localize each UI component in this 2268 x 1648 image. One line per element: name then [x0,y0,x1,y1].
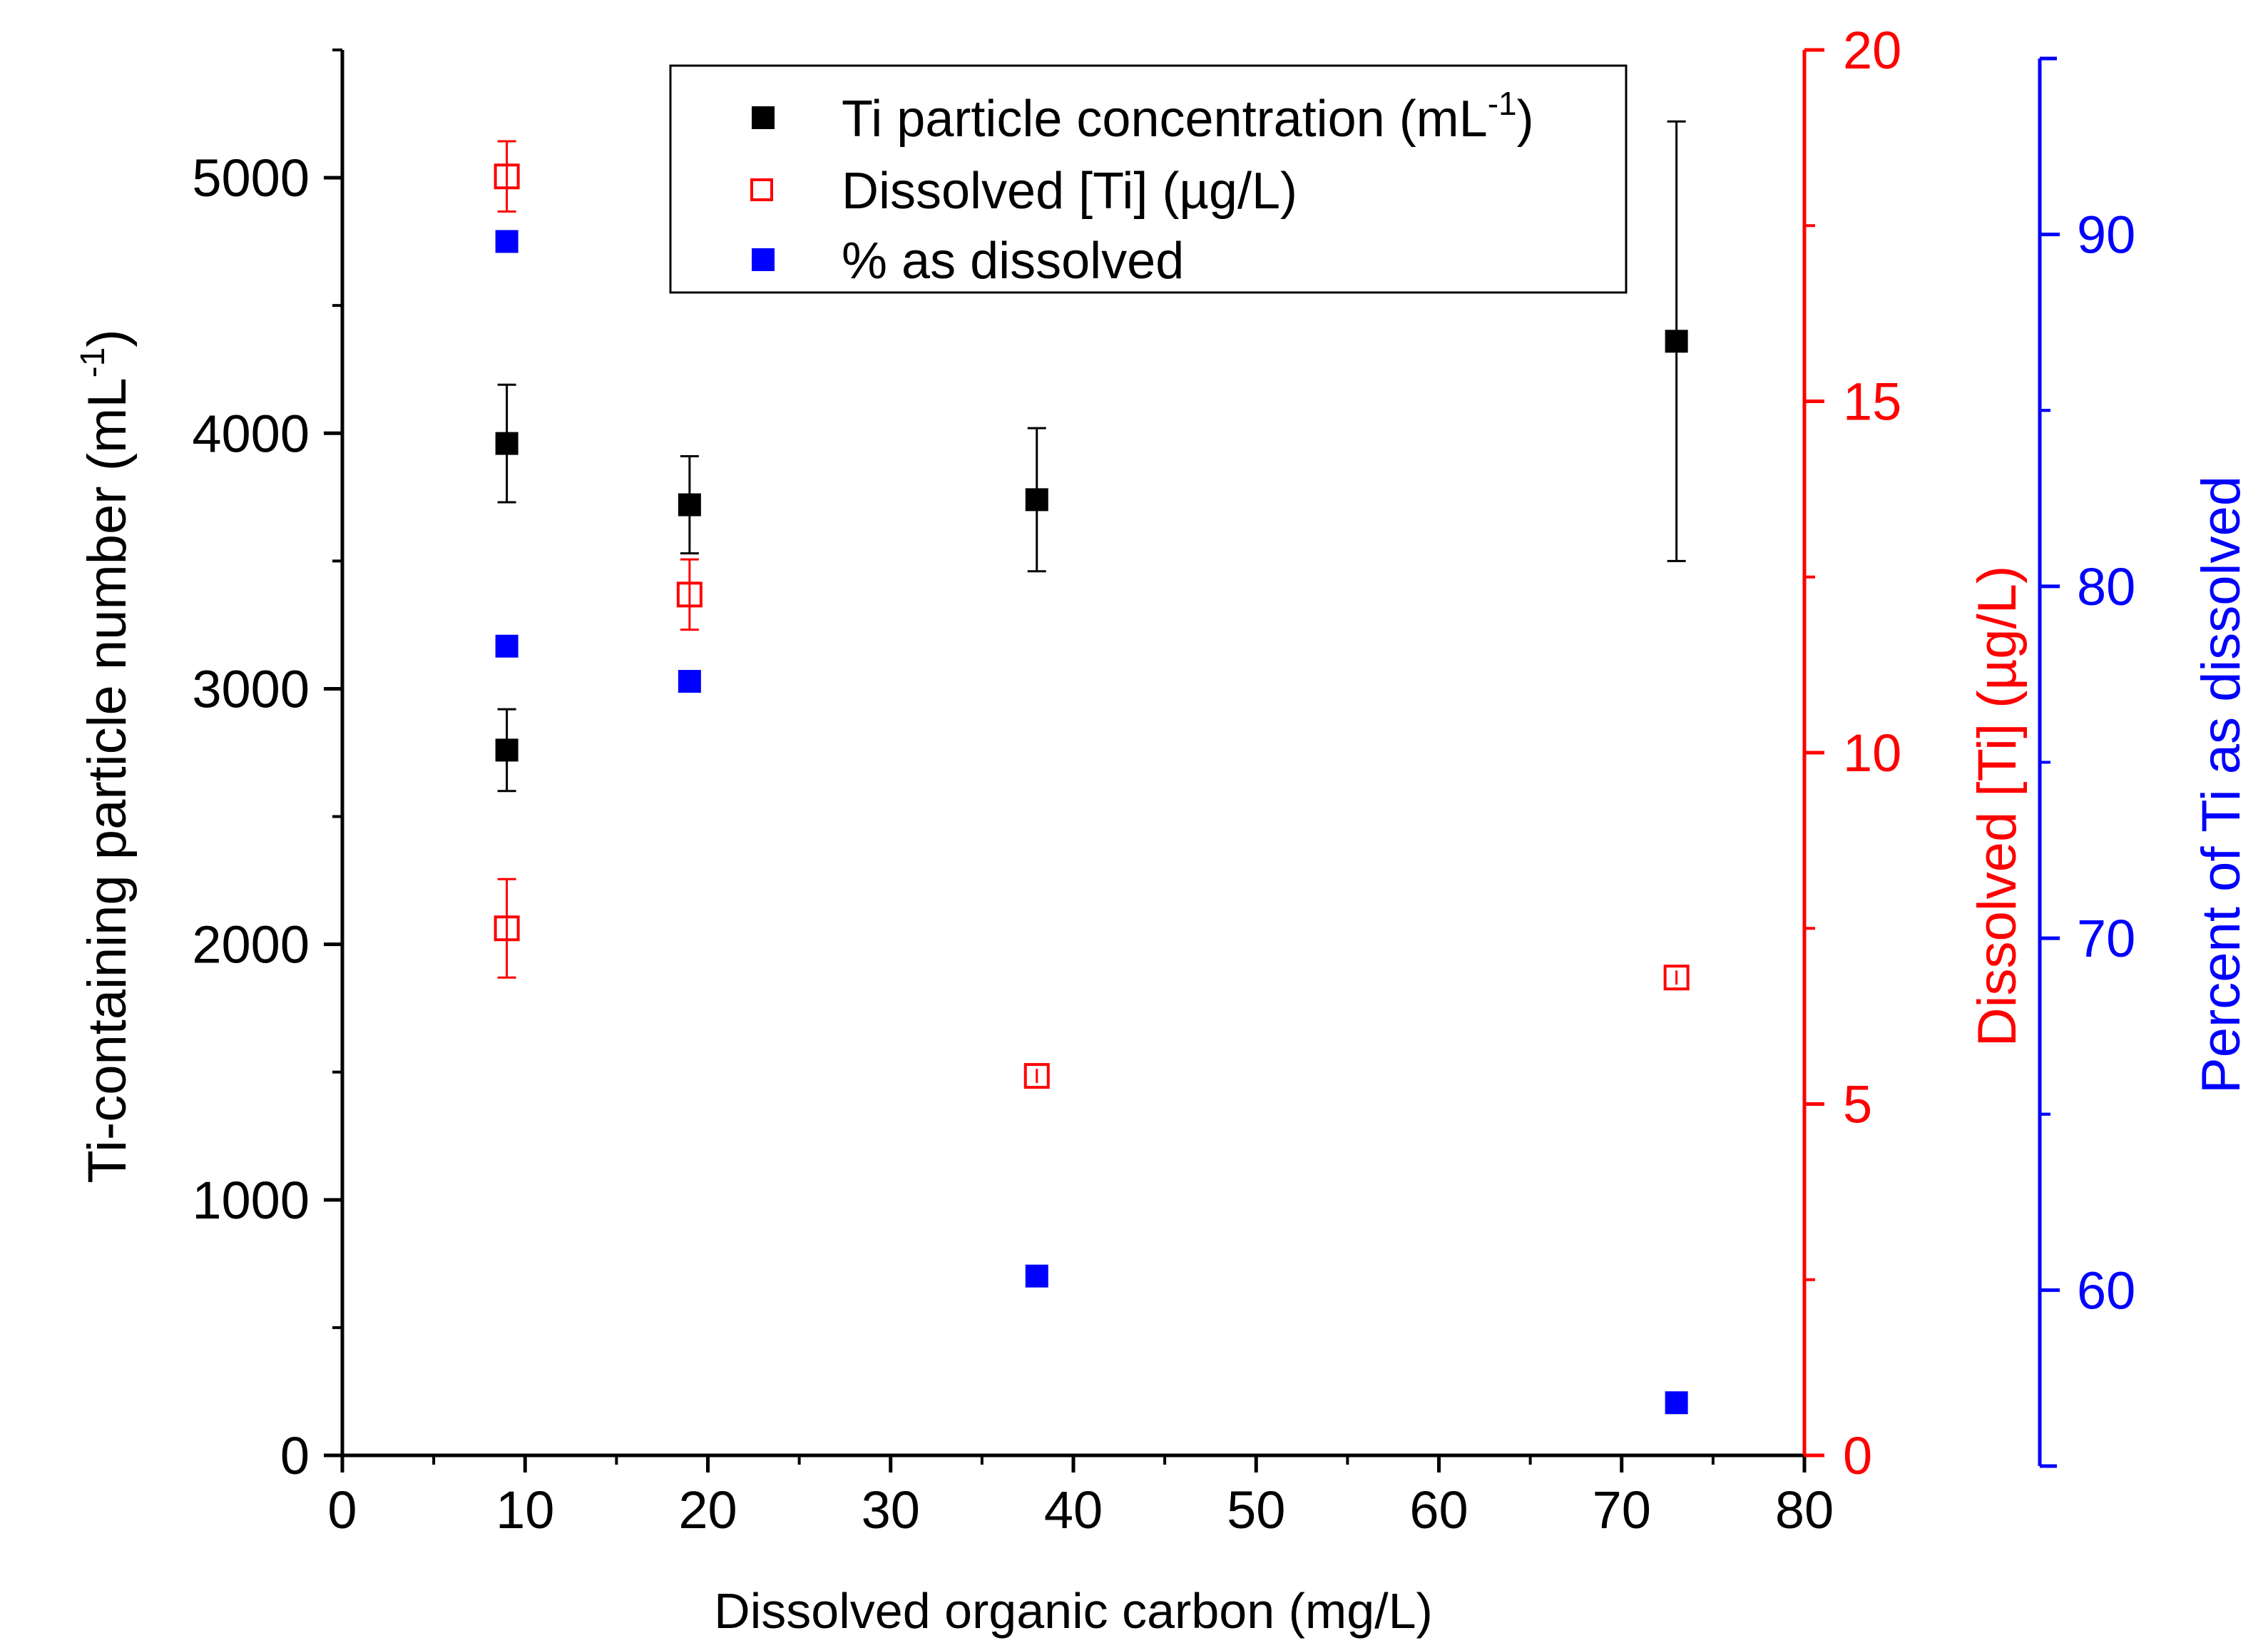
blue-tick-label: 60 [2077,1261,2135,1320]
x-tick-label: 40 [1044,1480,1103,1540]
left-tick-label: 0 [280,1426,310,1485]
red-tick-label: 0 [1843,1426,1872,1485]
data-point [1663,965,1690,991]
red-tick-label: 15 [1843,372,1901,432]
data-point [495,738,519,762]
legend-label: % as dissolved [842,233,1184,290]
data-point [678,670,701,693]
left-tick-label: 4000 [192,404,310,463]
x-tick-label: 0 [327,1480,357,1540]
left-tick-label: 5000 [192,148,310,208]
series-0 [495,120,1688,793]
x-tick-label: 30 [862,1480,920,1540]
x-tick-label: 20 [678,1480,737,1540]
red-tick-label: 20 [1843,21,1901,80]
data-point [495,230,519,253]
blue-tick-label: 90 [2077,205,2135,265]
blue-tick-label: 80 [2077,557,2135,616]
red-axis-title: Dissolved [Ti] (µg/L) [1967,566,2028,1047]
blue-axis-title: Percent of Ti as dissolved [2191,476,2252,1094]
x-tick-label: 70 [1593,1480,1651,1540]
left-axis-title: Ti-containing particle number (mL-1) [74,329,138,1183]
legend-box [669,64,1628,294]
x-tick-label: 10 [496,1480,554,1540]
left-tick-label: 3000 [192,659,310,718]
blue-tick-label: 70 [2077,909,2135,968]
data-point [1025,1264,1048,1288]
red-tick-label: 5 [1843,1075,1872,1134]
red-tick-label: 10 [1843,723,1901,783]
left-tick-label: 2000 [192,915,310,975]
legend-label: Ti particle concentration (mL-1) [842,85,1534,148]
x-tick-label: 60 [1409,1480,1468,1540]
series-2 [495,230,1688,1415]
x-tick-label: 80 [1775,1480,1834,1540]
x-axis-title: Dissolved organic carbon (mg/L) [714,1583,1433,1639]
data-layer [494,120,1690,1415]
legend-marker [752,248,775,271]
legend-label: Dissolved [Ti] (µg/L) [842,163,1297,220]
legend-marker [752,106,775,129]
data-point [1665,1391,1688,1415]
data-point [678,493,701,517]
data-point [495,634,519,658]
legend: Ti particle concentration (mL-1) Dissolve… [669,64,1628,294]
left-tick-label: 1000 [192,1171,310,1230]
data-point [1025,488,1048,512]
data-point [1665,330,1688,353]
data-point [495,432,519,455]
x-tick-label: 50 [1227,1480,1285,1540]
legend-marker [750,178,773,201]
series-1 [494,140,1690,1089]
